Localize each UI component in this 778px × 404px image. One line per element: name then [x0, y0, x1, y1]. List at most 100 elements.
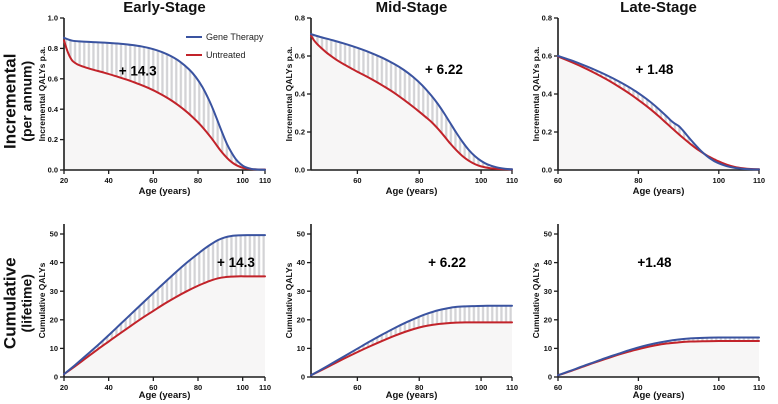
- y-tick-label: 10: [50, 344, 58, 353]
- x-tick-label: 60: [554, 176, 562, 185]
- y-tick-label: 0.6: [295, 52, 305, 61]
- untreated-area-fill: [558, 56, 759, 170]
- annotation-value: + 6.22: [425, 62, 463, 77]
- untreated-line: [557, 55, 760, 171]
- gene-therapy-line: [310, 304, 513, 377]
- y-tick-label: 40: [544, 258, 552, 267]
- row-label-line2: (per annum): [18, 60, 35, 142]
- y-tick-label: 20: [297, 315, 305, 324]
- y-axis-label: Incremental QALYs p.a.: [37, 47, 47, 142]
- chart-late-cumulative: 0 10 20 30 40 50 60 80 100 110 Age (years) Cumulati…: [530, 202, 777, 404]
- untreated-area-fill: [558, 340, 759, 377]
- x-axis-label: Age (years): [633, 390, 685, 401]
- row-label-line2: (lifetime): [18, 273, 35, 333]
- x-tick-label: 100: [475, 383, 488, 392]
- x-tick-label: 40: [104, 176, 112, 185]
- gene-therapy-line: [557, 336, 760, 377]
- x-tick-label: 80: [415, 383, 423, 392]
- row-label-cumulative: Cumulative (lifetime): [0, 202, 36, 404]
- x-tick-label: 110: [506, 383, 518, 392]
- row-cumulative: Cumulative (lifetime) 0 10 20 30 40 50 20 40 60 8…: [0, 202, 778, 404]
- x-tick-label: 60: [149, 176, 157, 185]
- chart-early-cumulative: 0 10 20 30 40 50 20 40 60 80 100 110 Age (years) Cumu…: [36, 202, 283, 404]
- y-axis-label: Incremental QALYs p.a.: [531, 47, 541, 142]
- row-label-incremental: Incremental (per annum): [0, 0, 36, 202]
- x-tick-label: 80: [634, 176, 642, 185]
- annotation-value: + 6.22: [428, 255, 466, 270]
- chart-mid-incremental: 0.0 0.2 0.4 0.6 0.8 60 80 100 110 Mid-Stage Age (y…: [283, 0, 530, 202]
- x-tick-label: 80: [194, 383, 202, 392]
- y-tick-label: 0.2: [48, 135, 58, 144]
- untreated-area-fill: [64, 40, 265, 170]
- y-axis-label: Incremental QALYs p.a.: [284, 47, 294, 142]
- chart-mid-cumulative: 0 10 20 30 40 50 60 80 100 110 Age (years) Cumulati…: [283, 202, 530, 404]
- y-tick-label: 0.6: [542, 52, 552, 61]
- x-tick-label: 100: [475, 176, 488, 185]
- x-tick-label: 110: [506, 176, 518, 185]
- x-tick-label: 60: [149, 383, 157, 392]
- x-tick-label: 80: [634, 383, 642, 392]
- x-axis-label: Age (years): [633, 186, 685, 197]
- chart-late-incremental: 0.0 0.2 0.4 0.6 0.8 60 80 100 110 Late-Stage Age (…: [530, 0, 777, 202]
- chart-svg-late-cumulative: 0 10 20 30 40 50 60 80 100 110 Age (years) Cumulati…: [531, 224, 765, 401]
- x-tick-label: 110: [753, 176, 765, 185]
- chart-svg-early-cumulative: 0 10 20 30 40 50 20 40 60 80 100 110 Age (years) Cumu…: [37, 224, 271, 401]
- x-axis-label: Age (years): [139, 390, 191, 401]
- y-tick-label: 20: [50, 315, 58, 324]
- y-tick-label: 10: [544, 344, 552, 353]
- chart-svg-mid-incremental: 0.0 0.2 0.4 0.6 0.8 60 80 100 110 Mid-Stage Age (y…: [284, 0, 518, 197]
- x-tick-label: 80: [415, 176, 423, 185]
- x-tick-label: 20: [60, 383, 68, 392]
- x-tick-label: 80: [194, 176, 202, 185]
- row-label-line1: Incremental: [0, 53, 20, 149]
- gene-therapy-line: [63, 234, 266, 376]
- y-tick-label: 40: [50, 258, 58, 267]
- y-tick-label: 0.8: [542, 14, 552, 23]
- x-axis-label: Age (years): [386, 186, 438, 197]
- y-tick-label: 0.2: [295, 128, 305, 137]
- gene-therapy-line: [63, 36, 266, 171]
- y-tick-label: 0.0: [48, 166, 58, 175]
- y-tick-label: 50: [297, 230, 305, 239]
- y-tick-label: 0.4: [295, 90, 306, 99]
- x-tick-label: 100: [236, 383, 249, 392]
- annotation-value: +1.48: [637, 255, 672, 270]
- y-tick-label: 1.0: [48, 14, 58, 23]
- chart-title: Late-Stage: [620, 0, 697, 16]
- incremental-band-hatch: [558, 56, 759, 170]
- y-tick-label: 0.8: [48, 44, 58, 53]
- y-tick-label: 0: [548, 373, 552, 382]
- y-tick-label: 20: [544, 315, 552, 324]
- untreated-line: [63, 39, 266, 171]
- y-axis-label: Cumulative QALYs: [37, 262, 47, 338]
- y-tick-label: 0.2: [542, 128, 552, 137]
- chart-svg-late-incremental: 0.0 0.2 0.4 0.6 0.8 60 80 100 110 Late-Stage Age (…: [531, 0, 765, 197]
- annotation-value: + 14.3: [217, 255, 255, 270]
- x-tick-label: 110: [259, 383, 271, 392]
- chart-svg-early-incremental: 0.0 0.2 0.4 0.6 0.8 1.0 20 40 60 80 100 110 Early-St…: [37, 0, 271, 197]
- annotation-value: + 1.48: [636, 62, 674, 77]
- untreated-area-fill: [311, 322, 512, 377]
- x-tick-label: 100: [713, 383, 726, 392]
- untreated-area-fill: [311, 35, 512, 171]
- untreated-line: [310, 34, 513, 171]
- y-tick-label: 40: [297, 258, 305, 267]
- y-tick-label: 10: [297, 344, 305, 353]
- y-tick-label: 0: [301, 373, 305, 382]
- y-tick-label: 30: [544, 287, 552, 296]
- x-tick-label: 100: [236, 176, 249, 185]
- x-tick-label: 60: [353, 176, 361, 185]
- y-tick-label: 50: [544, 230, 552, 239]
- gene-therapy-line: [557, 55, 760, 171]
- annotation-value: + 14.3: [119, 64, 157, 79]
- x-tick-label: 60: [353, 383, 361, 392]
- untreated-line: [63, 275, 266, 376]
- y-tick-label: 30: [50, 287, 58, 296]
- legend-label: Untreated: [206, 50, 246, 60]
- y-tick-label: 0.8: [295, 14, 305, 23]
- chart-early-incremental: 0.0 0.2 0.4 0.6 0.8 1.0 20 40 60 80 100 110 Early-St…: [36, 0, 283, 202]
- untreated-area-fill: [64, 276, 265, 377]
- untreated-line: [310, 321, 513, 377]
- x-tick-label: 100: [713, 176, 726, 185]
- y-tick-label: 0.0: [542, 166, 552, 175]
